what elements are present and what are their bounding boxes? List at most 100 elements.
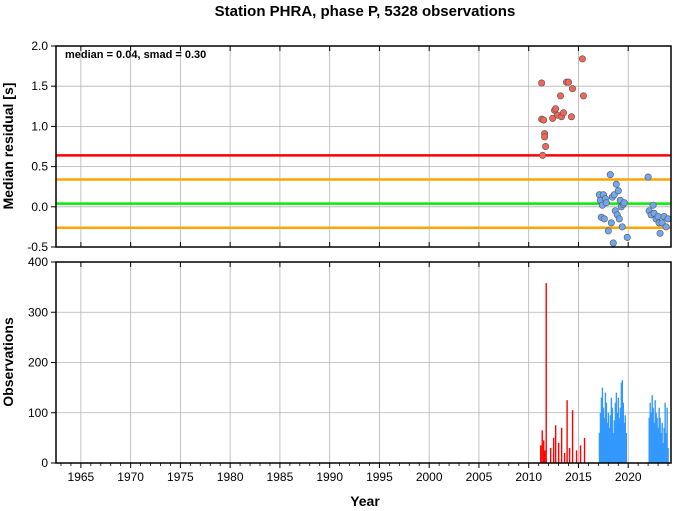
residual-point xyxy=(607,219,615,227)
residual-point xyxy=(656,229,664,237)
observation-bar xyxy=(610,397,613,463)
residual-point xyxy=(615,215,623,223)
observation-bar xyxy=(659,417,661,463)
observation-bar xyxy=(664,402,666,463)
residual-point xyxy=(557,92,565,100)
observation-bar xyxy=(606,422,609,463)
observation-bar xyxy=(662,442,664,463)
residual-point xyxy=(606,171,614,179)
observations-y-tick-label: 300 xyxy=(28,305,48,319)
observation-bar xyxy=(622,402,625,463)
observation-bar xyxy=(624,415,627,463)
observation-bar xyxy=(543,440,545,463)
observation-bar xyxy=(599,412,602,463)
residual-y-tick-label: 1.5 xyxy=(31,79,48,93)
residual-point xyxy=(662,223,670,231)
observation-bar xyxy=(600,397,603,463)
residual-y-tick-label: 0.0 xyxy=(31,200,48,214)
observation-bar xyxy=(650,412,652,463)
residual-panel-frame xyxy=(55,45,672,248)
observation-bar xyxy=(544,450,546,463)
observation-bar xyxy=(666,407,668,463)
observation-bar xyxy=(620,382,623,463)
observations-panel-frame xyxy=(55,261,672,464)
residual-y-tick-label: -0.5 xyxy=(27,240,48,254)
residual-point xyxy=(649,201,657,209)
observations-y-ticks: 400 300 200 100 0 xyxy=(28,255,56,470)
observation-bar xyxy=(658,407,660,463)
residual-point xyxy=(552,105,560,113)
observation-bar xyxy=(653,422,655,463)
residual-point xyxy=(600,215,608,223)
observation-bar xyxy=(657,427,659,463)
residual-point xyxy=(567,113,575,121)
observation-bar xyxy=(651,395,653,463)
observations-y-axis-title: Observations xyxy=(0,317,16,407)
x-tick-label: 2020 xyxy=(615,470,642,484)
x-tick-label: 1980 xyxy=(217,470,244,484)
x-tick-label: 2000 xyxy=(416,470,443,484)
observations-x-ticks: 1965 1970 1975 1980 1985 1990 1995 2000 2005 2010… xyxy=(60,262,669,484)
observation-bar xyxy=(623,422,626,463)
residual-point xyxy=(620,199,628,207)
observation-bar xyxy=(568,447,571,463)
residual-point xyxy=(578,55,586,63)
residual-point xyxy=(539,151,547,159)
residual-point xyxy=(612,180,620,188)
observation-bar xyxy=(608,427,611,463)
observation-bar xyxy=(661,422,663,463)
observation-bar xyxy=(663,427,665,463)
x-tick-label: 1975 xyxy=(167,470,194,484)
residual-point xyxy=(618,223,626,231)
residual-point xyxy=(568,85,576,93)
residual-y-tick-label: 2.0 xyxy=(31,39,48,53)
observation-bar xyxy=(654,400,656,463)
observation-bar xyxy=(549,447,552,463)
residual-point xyxy=(560,109,568,117)
observation-bar xyxy=(579,445,582,463)
observation-bar xyxy=(625,432,628,463)
residual-y-ticks: 2.0 1.5 1.0 0.5 0.0 -0.5 xyxy=(27,39,56,254)
x-tick-label: 1995 xyxy=(366,470,393,484)
observation-bar xyxy=(601,387,604,463)
observation-bar xyxy=(667,447,669,463)
residual-point xyxy=(538,79,546,87)
observation-bar xyxy=(602,407,605,463)
residual-point xyxy=(542,143,550,151)
observation-bar xyxy=(560,427,563,463)
residual-point xyxy=(623,233,631,241)
x-tick-label: 1985 xyxy=(267,470,294,484)
residual-point xyxy=(604,227,612,235)
observation-bar xyxy=(604,392,607,463)
observation-bar xyxy=(583,437,586,463)
observation-bar xyxy=(598,432,601,463)
residual-points xyxy=(538,55,672,247)
observation-bar xyxy=(607,412,610,463)
residual-y-tick-label: 0.5 xyxy=(31,160,48,174)
observation-bar xyxy=(619,407,622,463)
x-tick-label: 1970 xyxy=(117,470,144,484)
residual-point xyxy=(644,173,652,181)
observation-bar xyxy=(541,430,543,463)
observation-bar xyxy=(554,425,557,463)
x-tick-label: 2015 xyxy=(565,470,592,484)
residual-point xyxy=(541,133,549,141)
observation-bar xyxy=(575,450,578,463)
residual-point xyxy=(579,92,587,100)
residual-y-axis-title: Median residual [s] xyxy=(0,83,16,210)
observation-bar xyxy=(655,412,657,463)
observation-bar xyxy=(617,397,620,463)
observation-bar xyxy=(603,417,606,463)
observations-y-tick-label: 400 xyxy=(28,255,48,269)
observation-bar xyxy=(614,402,617,463)
x-tick-label: 1990 xyxy=(316,470,343,484)
observation-bar xyxy=(660,432,662,463)
observation-bar xyxy=(571,410,574,463)
x-tick-label: 2010 xyxy=(515,470,542,484)
observation-bar xyxy=(557,442,560,463)
observation-bar xyxy=(649,402,651,463)
reference-lines xyxy=(56,154,671,229)
observation-bar xyxy=(552,437,555,463)
observation-bar xyxy=(618,417,621,463)
